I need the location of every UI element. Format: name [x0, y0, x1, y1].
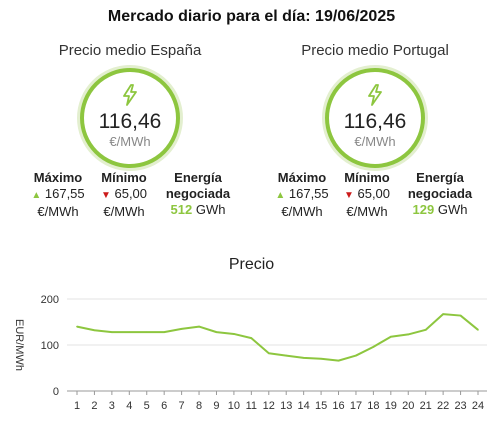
x-tick-label: 13: [280, 400, 292, 412]
x-tick-label: 18: [367, 400, 379, 412]
x-tick-label: 12: [263, 400, 275, 412]
spain-min-label: Mínimo: [101, 170, 147, 185]
x-tick-label: 19: [385, 400, 397, 412]
portugal-min: Mínimo ▼ 65,00 €/MWh: [337, 170, 397, 220]
x-tick-label: 20: [402, 400, 414, 412]
data-point: [407, 333, 410, 336]
portugal-price-label: Precio medio Portugal: [301, 42, 449, 59]
portugal-energy-label-2: negociada: [407, 186, 473, 201]
spain-min: Mínimo ▼ 65,00 €/MWh: [94, 170, 154, 220]
x-tick-label: 5: [144, 400, 150, 412]
spain-price-ring: 116,46 €/MWh: [80, 68, 180, 168]
data-point: [320, 358, 322, 360]
portugal-energy-value: 129: [412, 202, 435, 217]
chart-title: Precio: [228, 256, 275, 273]
portugal-price-value: 116,46: [343, 110, 407, 133]
y-tick-label: 100: [41, 340, 59, 352]
x-tick-label: 6: [161, 400, 167, 412]
x-tick-label: 2: [91, 400, 97, 412]
triangle-down-icon: ▼: [343, 190, 354, 201]
spain-max-value: 167,55: [44, 186, 85, 201]
x-tick-label: 10: [228, 400, 240, 412]
spain-min-value: 65,00: [114, 186, 148, 201]
portugal-max-value: 167,55: [288, 186, 329, 201]
data-point: [128, 331, 131, 333]
data-point: [250, 337, 253, 339]
data-point: [285, 354, 288, 357]
data-point: [459, 314, 462, 317]
x-tick-label: 15: [315, 400, 327, 412]
y-tick-label: 0: [53, 386, 59, 398]
x-tick-label: 4: [126, 400, 132, 412]
x-tick-label: 9: [213, 400, 219, 412]
spain-max-unit: €/MWh: [37, 204, 79, 219]
price-series-line: [76, 313, 479, 362]
lightning-bolt-icon: [84, 84, 176, 108]
x-tick-label: 21: [420, 400, 432, 412]
spain-min-unit: €/MWh: [103, 204, 145, 219]
triangle-up-icon: ▲: [275, 190, 286, 201]
data-point: [302, 357, 305, 359]
x-tick-label: 1: [74, 400, 80, 412]
spain-energy-label-2: negociada: [165, 186, 231, 201]
portugal-max-label: Máximo: [277, 170, 327, 185]
data-point: [180, 328, 183, 330]
spain-price-label: Precio medio España: [58, 42, 202, 59]
data-point: [390, 335, 392, 338]
spain-max: Máximo ▲ 167,55 €/MWh: [28, 170, 88, 220]
portugal-energy-label-1: Energía: [416, 170, 464, 185]
spain-price-value: 116,46: [98, 110, 162, 133]
portugal-price-ring: 116,46 €/MWh: [325, 68, 425, 168]
portugal-min-label: Mínimo: [344, 170, 390, 185]
x-tick-label: 23: [454, 400, 466, 412]
portugal-max-unit: €/MWh: [281, 204, 323, 219]
data-point: [93, 329, 96, 332]
data-point: [355, 354, 357, 357]
triangle-down-icon: ▼: [100, 190, 111, 201]
x-tick-label: 3: [109, 400, 115, 412]
portugal-energy-unit: GWh: [437, 202, 468, 217]
data-point: [145, 331, 148, 333]
page-title: Mercado diario para el día: 19/06/2025: [107, 8, 396, 25]
data-point: [442, 313, 444, 315]
x-tick-label: 22: [437, 400, 449, 412]
spain-price-unit: €/MWh: [109, 134, 151, 149]
data-point: [337, 359, 340, 362]
data-point: [198, 325, 200, 328]
x-tick-label: 16: [332, 400, 344, 412]
y-axis-label: EUR/MWh: [13, 319, 25, 371]
x-tick-label: 11: [246, 400, 257, 412]
y-tick-label: 200: [41, 294, 59, 306]
portugal-energy: Energía negociada 129 GWh: [402, 170, 478, 218]
data-point: [163, 331, 165, 333]
data-point: [76, 325, 78, 328]
spain-max-label: Máximo: [33, 170, 83, 185]
spain-energy-label-1: Energía: [174, 170, 222, 185]
portugal-min-unit: €/MWh: [346, 204, 388, 219]
x-tick-label: 24: [472, 400, 484, 412]
data-point: [372, 346, 375, 348]
portugal-price-unit: €/MWh: [354, 134, 396, 149]
x-tick-label: 8: [196, 400, 202, 412]
x-tick-label: 17: [350, 400, 362, 412]
data-point: [424, 329, 427, 331]
x-tick-label: 7: [179, 400, 185, 412]
spain-energy: Energía negociada 512 GWh: [160, 170, 236, 218]
triangle-up-icon: ▲: [31, 190, 42, 201]
data-point: [215, 331, 218, 333]
portugal-min-value: 65,00: [357, 186, 391, 201]
x-tick-label: 14: [298, 400, 310, 412]
lightning-bolt-icon: [329, 84, 421, 108]
data-point: [111, 331, 113, 333]
spain-energy-value: 512: [170, 202, 193, 217]
data-point: [477, 329, 479, 331]
data-point: [267, 352, 270, 355]
spain-energy-unit: GWh: [195, 202, 226, 217]
portugal-max: Máximo ▲ 167,55 €/MWh: [272, 170, 332, 220]
data-point: [233, 333, 235, 335]
